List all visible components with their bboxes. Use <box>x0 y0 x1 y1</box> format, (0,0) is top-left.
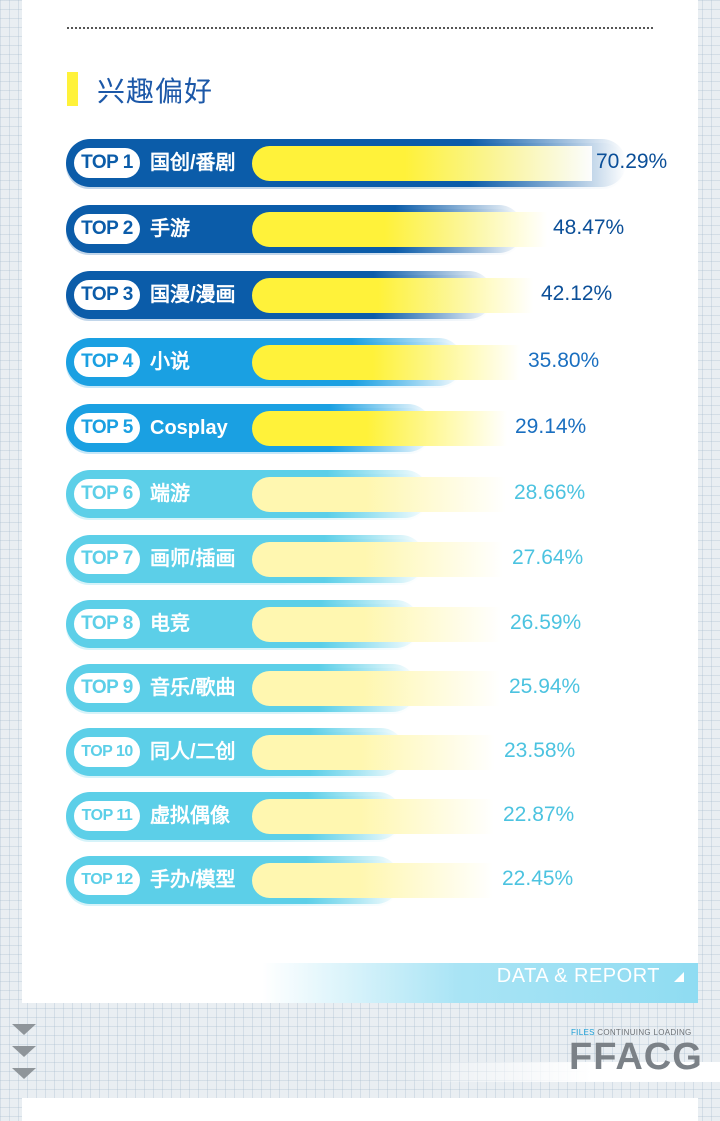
rank-badge: TOP 11 <box>74 801 140 831</box>
ranking-percent: 42.12% <box>541 282 613 305</box>
ranking-label: 小说 <box>150 351 190 373</box>
ranking-label: 手办/模型 <box>150 869 236 891</box>
ranking-value-fill <box>252 799 494 834</box>
ranking-row: TOP 6 端游 28.66% <box>66 470 686 520</box>
brand-subtitle-accent: FILES <box>571 1028 595 1037</box>
brand-subtitle: FILES CONTINUING LOADING <box>571 1028 692 1037</box>
ranking-row: TOP 10 同人/二创 23.58% <box>66 728 686 778</box>
rank-badge: TOP 1 <box>74 148 140 178</box>
brand-logo: FFACG <box>569 1036 703 1078</box>
footer-label: DATA & REPORT <box>496 965 660 987</box>
ranking-row: TOP 1 国创/番剧 70.29% <box>66 139 686 189</box>
rank-badge: TOP 6 <box>74 479 140 509</box>
chevron-down-icon <box>12 1024 36 1035</box>
ranking-row: TOP 9 音乐/歌曲 25.94% <box>66 664 686 714</box>
ranking-label: 国创/番剧 <box>150 152 236 174</box>
ranking-value-fill <box>252 607 501 642</box>
ranking-label: 端游 <box>150 483 190 505</box>
ranking-value-fill <box>252 411 507 446</box>
ranking-percent: 48.47% <box>553 216 625 239</box>
ranking-row: TOP 7 画师/插画 27.64% <box>66 535 686 585</box>
next-card <box>22 1098 698 1121</box>
ranking-row: TOP 5 Cosplay 29.14% <box>66 404 686 454</box>
ranking-value-fill <box>252 278 533 313</box>
ranking-percent: 25.94% <box>509 675 581 698</box>
ranking-value-fill <box>252 212 547 247</box>
dotted-divider <box>67 27 653 29</box>
ranking-percent: 29.14% <box>515 415 587 438</box>
footer-strip <box>262 963 698 1003</box>
ranking-percent: 23.58% <box>504 739 576 762</box>
ranking-percent: 22.45% <box>502 867 574 890</box>
title-accent-bar <box>67 72 78 106</box>
ranking-value-fill <box>252 477 506 512</box>
ranking-value-fill <box>252 735 495 770</box>
interest-card: 兴趣偏好 TOP 1 国创/番剧 70.29% TOP 2 手游 48.47% TOP 3 国… <box>22 0 698 1003</box>
ranking-percent: 26.59% <box>510 611 582 634</box>
rank-badge: TOP 7 <box>74 544 140 574</box>
ranking-row: TOP 12 手办/模型 22.45% <box>66 856 686 906</box>
ranking-value-fill <box>252 345 520 380</box>
ranking-label: 虚拟偶像 <box>150 805 230 827</box>
rank-badge: TOP 4 <box>74 347 140 377</box>
ranking-percent: 70.29% <box>596 150 668 173</box>
ranking-row: TOP 3 国漫/漫画 42.12% <box>66 271 686 321</box>
rank-badge: TOP 5 <box>74 413 140 443</box>
ranking-value-fill <box>252 542 503 577</box>
ranking-percent: 27.64% <box>512 546 584 569</box>
ranking-value-fill <box>252 671 500 706</box>
ranking-row: TOP 4 小说 35.80% <box>66 338 686 388</box>
rank-badge: TOP 2 <box>74 214 140 244</box>
ranking-percent: 35.80% <box>528 349 600 372</box>
chevron-down-icon <box>12 1068 36 1079</box>
brand-backdrop <box>400 1062 720 1082</box>
ranking-row: TOP 2 手游 48.47% <box>66 205 686 255</box>
ranking-label: 手游 <box>150 218 190 240</box>
ranking-value-fill <box>252 863 493 898</box>
rank-badge: TOP 10 <box>74 737 140 767</box>
ranking-label: 画师/插画 <box>150 548 236 570</box>
ranking-row: TOP 8 电竞 26.59% <box>66 600 686 650</box>
ranking-label: 音乐/歌曲 <box>150 677 236 699</box>
ranking-label: 同人/二创 <box>150 741 236 763</box>
corner-triangle-icon <box>674 972 684 982</box>
rank-badge: TOP 3 <box>74 280 140 310</box>
ranking-row: TOP 11 虚拟偶像 22.87% <box>66 792 686 842</box>
ranking-label: 国漫/漫画 <box>150 284 236 306</box>
ranking-percent: 28.66% <box>514 481 586 504</box>
rank-badge: TOP 9 <box>74 673 140 703</box>
ranking-percent: 22.87% <box>503 803 575 826</box>
section-title: 兴趣偏好 <box>97 75 214 108</box>
chevron-down-icon <box>12 1046 36 1057</box>
ranking-label: 电竞 <box>150 613 190 635</box>
ranking-label: Cosplay <box>150 417 228 439</box>
ranking-value-fill <box>252 146 592 181</box>
rank-badge: TOP 12 <box>74 865 140 895</box>
brand-subtitle-text: CONTINUING LOADING <box>594 1028 692 1037</box>
rank-badge: TOP 8 <box>74 609 140 639</box>
